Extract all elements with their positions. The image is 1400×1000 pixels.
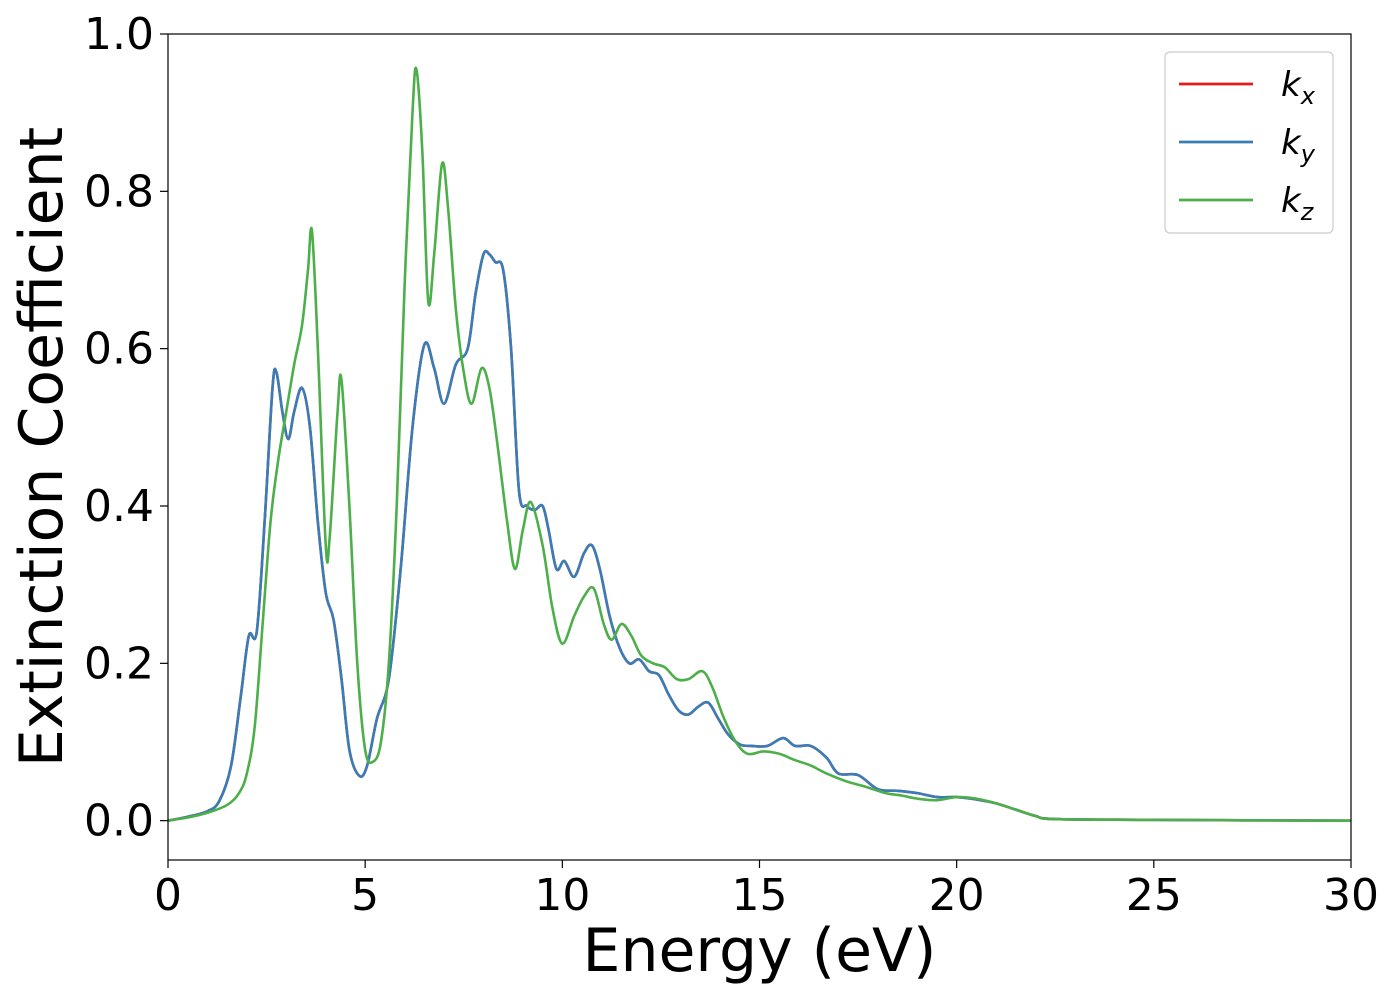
series-line-z: [167, 66, 1352, 822]
x-axis-ticks: 0 5 10 15 20 25 30: [154, 860, 1379, 921]
y-axis-ticks: 0.0 0.2 0.4 0.6 0.8 1.0: [84, 9, 168, 847]
series-layer: [167, 66, 1352, 822]
x-tick-label: 5: [351, 870, 379, 921]
y-tick-label: 0.6: [84, 324, 154, 375]
x-tick-label: 10: [534, 870, 590, 921]
y-tick-label: 0.0: [84, 796, 154, 847]
y-tick-label: 0.8: [84, 166, 154, 217]
x-tick-label: 30: [1323, 870, 1379, 921]
x-tick-label: 25: [1126, 870, 1182, 921]
x-tick-label: 20: [929, 870, 985, 921]
y-tick-label: 1.0: [84, 9, 154, 60]
y-tick-label: 0.4: [84, 481, 154, 532]
x-axis-label: Energy (eV): [583, 916, 937, 986]
x-tick-label: 0: [154, 870, 182, 921]
x-tick-label: 15: [732, 870, 788, 921]
y-tick-label: 0.2: [84, 638, 154, 689]
y-axis-label: Extinction Coefficient: [7, 127, 77, 767]
